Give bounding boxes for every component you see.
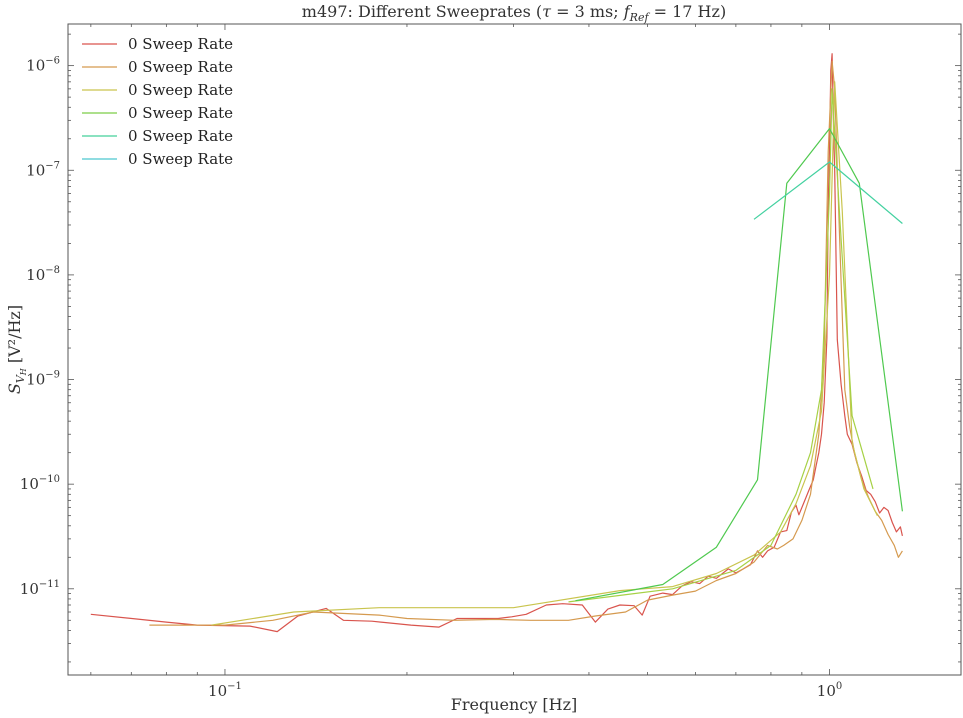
y-tick-label: 10−8 bbox=[26, 265, 60, 284]
y-axis-label-text: SVH [V²/Hz] bbox=[5, 305, 28, 394]
y-axis-label: SVH [V²/Hz] bbox=[5, 305, 28, 394]
legend-entry-label: 0 Sweep Rate bbox=[128, 58, 233, 76]
series-line-4 bbox=[568, 88, 874, 603]
series-line-3 bbox=[211, 81, 878, 626]
legend-entry-label: 0 Sweep Rate bbox=[128, 81, 233, 99]
x-tick-label: 100 bbox=[817, 681, 842, 700]
y-tick-label: 10−10 bbox=[20, 474, 60, 493]
y-axis: 10−11 10−10 10−9 10−8 10−7 10−6 bbox=[20, 33, 961, 663]
x-tick-label: 10−1 bbox=[208, 681, 242, 700]
y-tick-label: 10−9 bbox=[26, 370, 60, 389]
y-tick-label: 10−7 bbox=[26, 160, 60, 179]
series-line-2 bbox=[149, 60, 903, 626]
series-line-6 bbox=[753, 161, 903, 224]
chart-title: m497: Different Sweeprates (τ = 3 ms; fR… bbox=[302, 2, 726, 24]
x-axis-label: Frequency [Hz] bbox=[451, 695, 578, 714]
legend-entry-label: 0 Sweep Rate bbox=[128, 104, 233, 122]
legend-entry-label: 0 Sweep Rate bbox=[128, 150, 233, 168]
legend: 0 Sweep Rate 0 Sweep Rate 0 Sweep Rate 0 Sw… bbox=[82, 35, 233, 168]
x-axis: 10−1 100 bbox=[90, 24, 842, 700]
legend-entry-label: 0 Sweep Rate bbox=[128, 127, 233, 145]
series-line-5 bbox=[575, 128, 903, 602]
legend-entry-label: 0 Sweep Rate bbox=[128, 35, 233, 53]
plot-series-group bbox=[90, 53, 903, 633]
y-tick-label: 10−11 bbox=[20, 579, 60, 598]
y-tick-label: 10−6 bbox=[26, 56, 60, 75]
series-line-1 bbox=[90, 53, 903, 633]
plot-area bbox=[67, 23, 962, 676]
